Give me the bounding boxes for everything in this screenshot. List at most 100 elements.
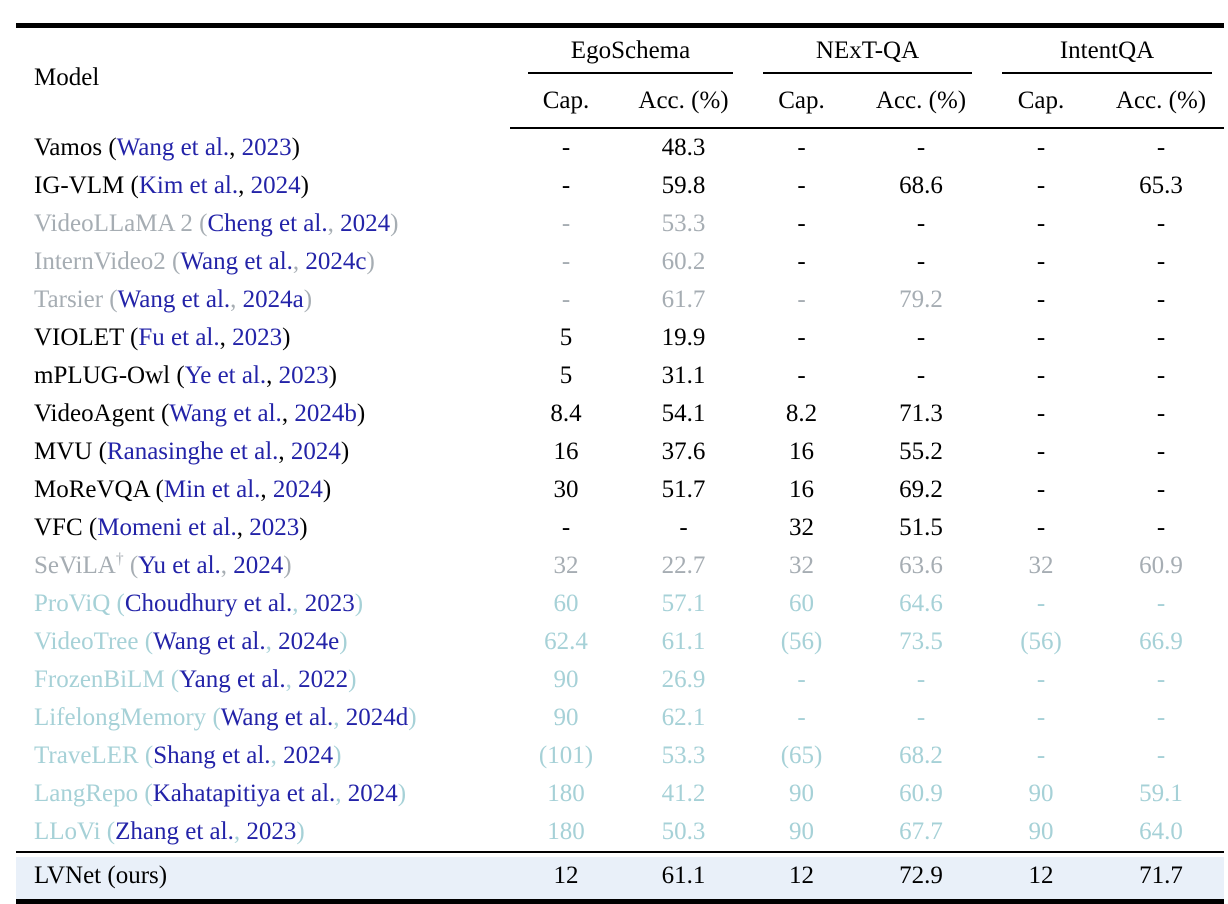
column-header-egoschema-cap: Cap. — [510, 74, 622, 129]
citation-link[interactable]: Wang et al. — [116, 133, 230, 161]
citation-year-link[interactable]: 2023 — [225, 324, 283, 351]
value-cell: 37.6 — [661, 438, 706, 465]
column-header-nextqa-acc: Acc. (%) — [858, 74, 985, 129]
model-name: mPLUG-Owl — [34, 362, 171, 389]
citation-paren-open: ( — [123, 552, 139, 579]
citation-link[interactable]: Ye et al. — [184, 362, 267, 389]
value-cell: (101) — [538, 742, 594, 769]
citation-separator: , — [233, 818, 241, 845]
value-cell: 90 — [984, 813, 1099, 853]
value-cell: 51.5 — [899, 514, 943, 541]
citation-link[interactable]: Kahatapitiya et al. — [152, 780, 336, 807]
citation-link[interactable]: Fu et al. — [138, 324, 220, 351]
value-cell: 60.9 — [1139, 552, 1183, 579]
citation-link[interactable]: Wang et al. — [169, 400, 282, 427]
citation-year-link[interactable]: 2024 — [333, 210, 391, 237]
model-cell: LVNet (ours) — [16, 852, 510, 902]
citation-separator: , — [266, 362, 273, 389]
citation-link[interactable]: Zhang et al. — [115, 818, 234, 845]
citation-link[interactable]: Wang et al. — [117, 286, 231, 313]
citation-separator: , — [220, 552, 228, 579]
citation-year-link[interactable]: 2023 — [272, 362, 329, 389]
citation-link[interactable]: Momeni et al. — [97, 514, 237, 541]
citation-link[interactable]: Ranasinghe et al. — [106, 438, 279, 465]
value-cell: - — [797, 248, 806, 275]
citation-separator: , — [229, 133, 236, 161]
citation-year-link[interactable]: 2023 — [298, 590, 355, 617]
citation-year-link[interactable]: 2023 — [240, 818, 297, 845]
value-cell: - — [1036, 134, 1046, 161]
group-header-nextqa: NExT-QA — [745, 26, 984, 74]
citation-year-link[interactable]: 2023 — [235, 133, 292, 161]
citation-year-link[interactable]: 2024 — [276, 742, 334, 769]
table-row: ProViQ (Choudhury et al., 2023) 60 57.1 60… — [16, 585, 1224, 623]
model-cell: VideoTree (Wang et al., 2024e) — [16, 623, 510, 661]
value-cell: - — [916, 134, 926, 161]
citation-year-link[interactable]: 2024e — [271, 628, 340, 655]
model-name: Vamos — [34, 133, 103, 161]
citation-year-link[interactable]: 2023 — [243, 514, 300, 541]
citation-year-link[interactable]: 2024 — [227, 552, 284, 579]
value-cell: - — [1036, 438, 1046, 465]
model-cell: LLoVi (Zhang et al., 2023) — [16, 813, 510, 853]
value-cell: 31.1 — [661, 362, 706, 389]
value-cell: - — [1156, 590, 1166, 617]
citation-separator: , — [333, 704, 340, 731]
model-name: IG-VLM — [34, 172, 125, 199]
citation-year-link[interactable]: 2024d — [339, 704, 409, 731]
value-cell: - — [1036, 742, 1046, 769]
citation-year-link[interactable]: 2024 — [266, 476, 323, 503]
value-cell: - — [679, 514, 688, 541]
citation-year-link[interactable]: 2024 — [244, 172, 301, 199]
citation-link[interactable]: Cheng et al. — [207, 210, 328, 237]
citation-year-link[interactable]: 2024 — [341, 780, 398, 807]
citation-year-link[interactable]: 2024 — [284, 438, 341, 465]
model-cell: Vamos (Wang et al., 2023) — [16, 128, 510, 167]
value-cell: 57.1 — [661, 590, 706, 617]
value-cell: - — [797, 666, 806, 693]
value-cell: - — [1036, 248, 1046, 275]
citation-link[interactable]: Wang et al. — [220, 704, 334, 731]
citation-link[interactable]: Choudhury et al. — [124, 590, 293, 617]
citation-link[interactable]: Min et al. — [163, 476, 261, 503]
value-cell: 32 — [789, 552, 815, 579]
table-row: TraveLER (Shang et al., 2024) (101) 53.3 (… — [16, 737, 1224, 775]
citation-separator: , — [327, 210, 334, 237]
citation-paren-open: ( — [82, 514, 98, 541]
value-cell: - — [1036, 172, 1046, 199]
citation-paren-open: ( — [138, 780, 153, 807]
citation-link[interactable]: Yu et al. — [138, 552, 221, 579]
citation-link[interactable]: Yang et al. — [179, 666, 286, 693]
value-cell: - — [797, 324, 806, 351]
citation-paren-open: ( — [192, 210, 208, 237]
value-cell: 73.5 — [899, 628, 943, 655]
model-name: VIOLET — [34, 324, 124, 351]
citation-link[interactable]: Wang et al. — [153, 628, 266, 655]
model-name: LVNet — [34, 862, 102, 889]
group-header-egoschema: EgoSchema — [510, 26, 745, 74]
citation-link[interactable]: Wang et al. — [180, 248, 293, 275]
value-cell: 61.7 — [661, 286, 706, 313]
citation-separator: , — [278, 438, 285, 465]
citation-year-link[interactable]: 2022 — [291, 666, 349, 693]
citation-year-link[interactable]: 2024c — [299, 248, 367, 275]
model-cell: ProViQ (Choudhury et al., 2023) — [16, 585, 510, 623]
table-row: IG-VLM (Kim et al., 2024) - 59.8 - 68.6 - 65.… — [16, 167, 1224, 205]
citation-link[interactable]: Shang et al. — [153, 742, 271, 769]
citation-link[interactable]: Kim et al. — [138, 172, 239, 199]
value-cell: 26.9 — [661, 666, 706, 693]
citation-year-link[interactable]: 2024a — [236, 286, 304, 313]
value-cell: - — [797, 286, 806, 313]
value-cell: - — [561, 248, 571, 275]
citation-year-link[interactable]: 2024b — [288, 400, 357, 427]
model-name: VideoLLaMA 2 — [34, 210, 193, 237]
citation-paren-close: ) — [283, 552, 292, 579]
model-name: LifelongMemory — [34, 704, 207, 731]
value-cell: (65) — [780, 742, 823, 769]
table-row: VIOLET (Fu et al., 2023) 5 19.9 - - - - — [16, 319, 1224, 357]
value-cell: 55.2 — [899, 438, 943, 465]
value-cell: 90 — [745, 813, 859, 853]
value-cell: - — [1036, 210, 1046, 237]
value-cell: - — [1156, 248, 1166, 275]
model-name: Tarsier — [34, 286, 104, 313]
